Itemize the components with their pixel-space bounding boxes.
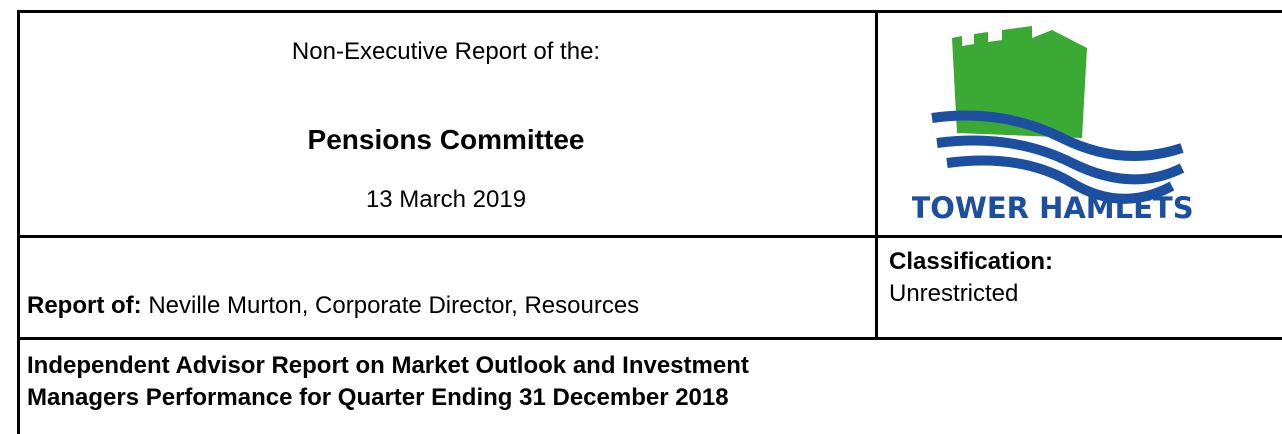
label: Report of: — [27, 292, 142, 319]
divider — [17, 337, 1282, 340]
logo-text: TOWER HAMLETS — [912, 191, 1192, 225]
date: 13 March 2019 — [365, 186, 527, 213]
document: Non-Executive Report of the: Pensions Co… — [17, 10, 1282, 434]
classification-value: Unrestricted — [889, 280, 1019, 307]
classification-label: Classification: — [889, 248, 1054, 275]
logo: TOWER HAMLETS — [912, 26, 1192, 225]
subject: Independent Advisor Report on Market Out… — [27, 352, 749, 411]
title: Pensions Committee — [307, 124, 585, 155]
divider — [17, 235, 1282, 238]
divider — [875, 10, 878, 337]
value: Neville Murton, Corporate Director, Reso… — [148, 292, 640, 319]
pre-title: Non-Executive Report of the: — [291, 38, 601, 65]
border — [17, 10, 1282, 434]
report-of: Report of: Neville Murton, Corporate Dir… — [27, 292, 639, 320]
